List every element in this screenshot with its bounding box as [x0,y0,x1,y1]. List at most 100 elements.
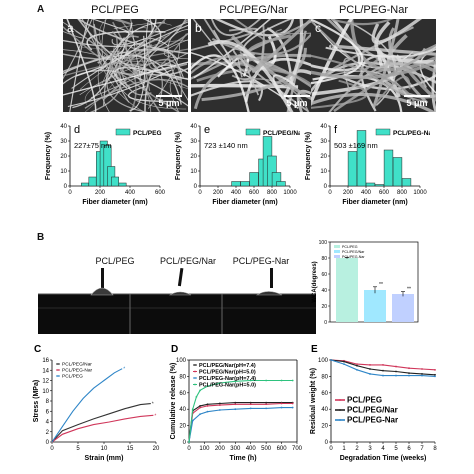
sem-image-pcl-peg-dash-nar: c 5 μm [311,19,436,112]
data-point [382,369,384,372]
fiber [63,61,188,96]
legend-marker [194,370,196,373]
x-tick-label: 15 [127,446,134,452]
legend-label: PCL/PEG [62,374,83,380]
fiber [167,28,188,101]
legend-marker [339,409,341,411]
legend-label: PCL/PEG-Nar [342,255,365,259]
annotation: 723 ±140 nm [204,141,248,150]
data-point [191,419,194,422]
y-tick-label: 0 [325,440,329,446]
x-tick-label: 300 [230,446,241,452]
y-tick-label: 40 [320,124,327,130]
sem-sublabel-b: b [195,21,202,35]
y-tick-label: 10 [42,389,49,395]
subpanel-label: d [74,124,80,136]
fiber [328,62,428,112]
y-tick-label: 4 [46,420,50,426]
fiber [282,19,304,99]
fiber [112,45,187,110]
series-line [51,403,151,443]
fiber-texture [191,19,316,112]
y-axis-label: WCA(degrees) [312,261,318,302]
y-tick-label: 10 [190,169,197,175]
sem-image-pcl-peg-nar: b 5 μm [191,19,316,112]
y-tick-label: 60 [321,391,328,397]
y-tick-label: 40 [321,407,328,413]
fiber [311,61,436,94]
fiber [217,54,249,78]
histogram-bar [401,178,412,187]
legend-marker [57,375,59,377]
contact-angle-images [38,264,316,334]
data-point [280,379,283,382]
fiber [286,69,316,83]
fiber [147,33,188,70]
data-point [330,359,332,361]
x-tick-label: 0 [50,446,54,452]
data-point [265,379,268,382]
fiber [109,19,167,70]
legend-swatch [245,128,261,136]
legend-swatch [334,255,340,258]
legend-label: PCL/PEG-Nar(pH=5.0) [199,382,256,388]
x-axis-label: Degradation Time (weeks) [340,455,427,462]
fiber [201,47,307,102]
panel-letter-a: A [37,4,45,15]
scale-bar: 5 μm [156,95,182,108]
y-axis-label: Frequency (%) [45,132,52,180]
fiber [311,60,436,80]
data-point [356,364,358,367]
histogram-bar [81,182,89,187]
y-tick-label: 20 [179,424,186,430]
y-tick-label: 80 [179,374,186,380]
y-tick-label: 20 [60,154,67,160]
y-tick-label: 30 [320,139,327,145]
data-point [369,364,371,366]
histogram-bar [365,182,376,187]
y-tick-label: 6 [46,409,50,415]
x-axis-label: Time (h) [229,455,256,462]
legend-label: PCL/PEG-Nar(pH=7.4) [199,376,256,382]
data-point [191,408,194,411]
fiber [63,48,188,77]
end-marker: * [123,367,125,373]
y-tick-label: 80 [321,374,328,380]
legend-swatch [334,250,340,253]
data-point [369,373,371,375]
y-tick-label: 0 [324,320,327,326]
legend-swatch [375,128,391,136]
data-point [188,441,190,443]
fiber [244,58,316,103]
legend-marker [57,363,59,365]
cumulative-release-chart: D 0 100 200 300 400 500 600 700 0 20 40 60 80 100 Time … [170,344,303,462]
series-line [51,368,123,443]
data-point [249,403,252,406]
y-tick-label: 12 [42,379,49,385]
x-axis-label: Fiber diameter (nm) [342,199,407,206]
fiber [106,66,149,112]
sem-title-pcl-peg-dash-nar: PCL/PEG-Nar [338,4,409,16]
x-tick-label: 4 [381,446,385,452]
data-point [421,368,423,370]
annotation: 227±75 nm [74,141,111,150]
histogram-bar [249,172,259,187]
x-tick-label: 0 [187,446,191,452]
fiber [311,92,436,112]
annotation: 503 ±169 nm [334,141,378,150]
histogram-bar [240,181,250,187]
data-point [206,403,209,406]
histogram-d: 0 200 400 600 0 10 20 30 40 Fiber diameter (nm) Fr… [45,124,166,206]
data-point [421,374,423,377]
y-tick-label: 30 [190,139,197,145]
y-tick-label: 0 [46,440,50,446]
wca-bar [336,258,358,322]
data-point [434,373,436,376]
y-tick-label: 0 [183,440,187,446]
x-tick-label: 600 [277,446,288,452]
y-tick-label: 10 [60,169,67,175]
end-marker: * [154,413,156,419]
data-point [408,367,410,370]
fiber [111,30,188,52]
